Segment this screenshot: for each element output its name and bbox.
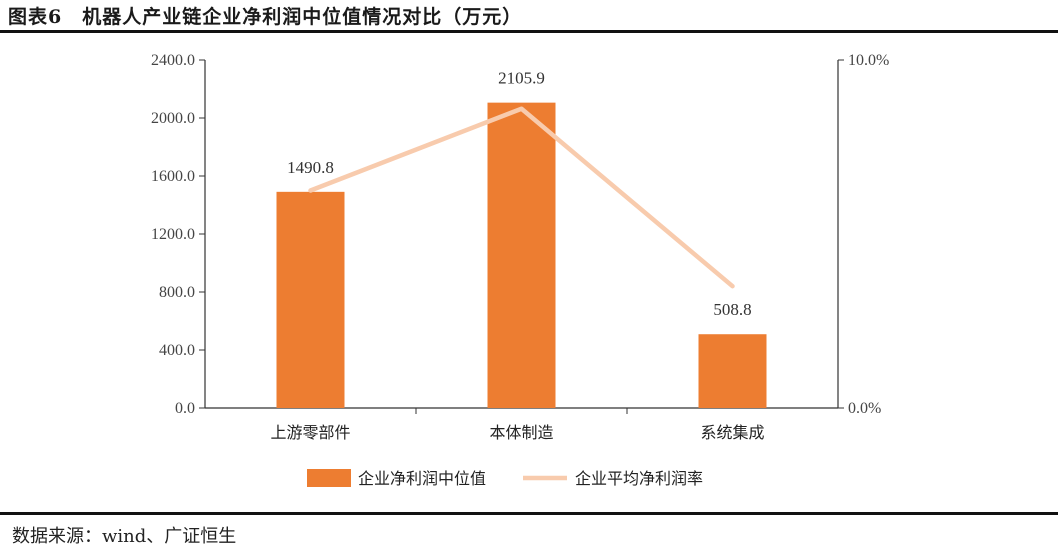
category-label: 本体制造 <box>489 423 553 442</box>
data-labels: 1490.8 2105.9 508.8 <box>287 69 752 320</box>
legend-bar-swatch <box>307 469 351 487</box>
left-tick-label: 1200.0 <box>151 226 195 243</box>
line-series <box>308 106 735 289</box>
bar <box>276 191 345 408</box>
bar <box>698 334 767 408</box>
top-rule <box>0 30 1058 33</box>
legend-line-label: 企业平均净利润率 <box>575 469 703 488</box>
figure-title: 图表6 机器人产业链企业净利润中位值情况对比（万元） <box>8 6 523 28</box>
left-tick-label: 400.0 <box>159 342 195 359</box>
bar <box>487 102 556 408</box>
category-label: 上游零部件 <box>270 423 350 442</box>
source-note: 数据来源：wind、广证恒生 <box>12 526 237 547</box>
bar-data-label: 2105.9 <box>498 69 545 88</box>
left-tick-label: 2000.0 <box>151 110 195 127</box>
bottom-rule <box>0 512 1058 515</box>
left-tick-label: 1600.0 <box>151 168 195 185</box>
legend-bar-label: 企业净利润中位值 <box>358 469 486 488</box>
legend: 企业净利润中位值 企业平均净利润率 <box>307 469 703 488</box>
profit-margin-line <box>308 106 735 289</box>
bar-series <box>276 102 767 408</box>
bar-data-label: 1490.8 <box>287 158 334 177</box>
category-label: 系统集成 <box>700 423 764 442</box>
left-tick-label: 800.0 <box>159 284 195 301</box>
right-tick-label: 0.0% <box>848 400 881 417</box>
bar-data-label: 508.8 <box>713 300 751 319</box>
right-tick-label: 10.0% <box>848 52 889 69</box>
left-tick-label: 2400.0 <box>151 52 195 69</box>
left-tick-label: 0.0 <box>175 400 195 417</box>
